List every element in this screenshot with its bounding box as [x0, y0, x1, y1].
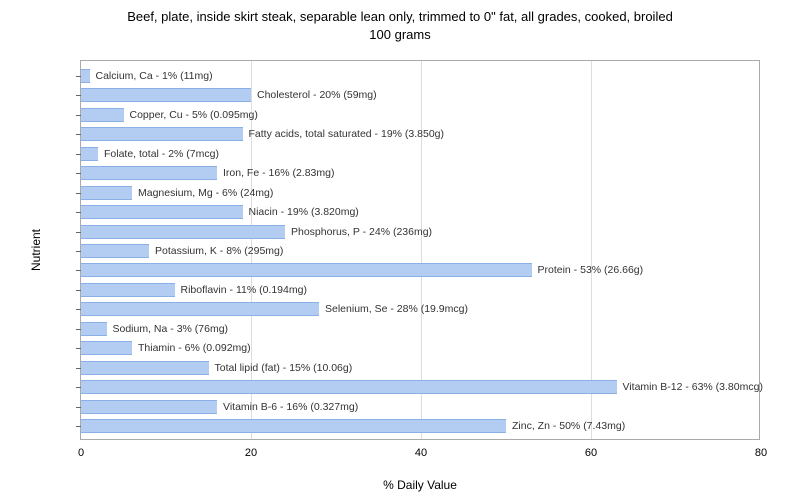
bar-row: Copper, Cu - 5% (0.095mg) [81, 108, 258, 122]
title-line-2: 100 grams [0, 26, 800, 44]
nutrient-label: Vitamin B-6 - 16% (0.327mg) [223, 401, 358, 413]
bar-row: Niacin - 19% (3.820mg) [81, 205, 359, 219]
bar-row: Riboflavin - 11% (0.194mg) [81, 283, 307, 297]
chart-title: Beef, plate, inside skirt steak, separab… [0, 0, 800, 44]
title-line-1: Beef, plate, inside skirt steak, separab… [0, 8, 800, 26]
nutrient-bar [81, 341, 132, 355]
nutrient-bar [81, 108, 124, 122]
bar-row: Vitamin B-6 - 16% (0.327mg) [81, 400, 358, 414]
x-tick-label: 60 [585, 447, 597, 459]
bar-row: Sodium, Na - 3% (76mg) [81, 322, 228, 336]
plot-area: 020406080Calcium, Ca - 1% (11mg)Choleste… [80, 60, 760, 440]
nutrient-label: Cholesterol - 20% (59mg) [257, 89, 377, 101]
nutrient-bar [81, 283, 175, 297]
nutrient-label: Folate, total - 2% (7mcg) [104, 148, 219, 160]
nutrient-bar [81, 263, 532, 277]
nutrient-bar [81, 186, 132, 200]
nutrient-bar [81, 166, 217, 180]
nutrient-label: Magnesium, Mg - 6% (24mg) [138, 187, 273, 199]
bar-row: Vitamin B-12 - 63% (3.80mcg) [81, 380, 763, 394]
nutrient-label: Protein - 53% (26.66g) [538, 264, 644, 276]
bar-row: Cholesterol - 20% (59mg) [81, 88, 377, 102]
nutrient-bar [81, 69, 90, 83]
nutrient-bar [81, 419, 506, 433]
nutrient-label: Copper, Cu - 5% (0.095mg) [130, 109, 258, 121]
bar-row: Protein - 53% (26.66g) [81, 263, 643, 277]
bar-row: Selenium, Se - 28% (19.9mcg) [81, 302, 468, 316]
nutrient-label: Iron, Fe - 16% (2.83mg) [223, 167, 334, 179]
x-tick-label: 40 [415, 447, 427, 459]
x-tick-label: 20 [245, 447, 257, 459]
y-axis-label: Nutrient [29, 229, 43, 271]
nutrient-bar [81, 322, 107, 336]
bar-row: Total lipid (fat) - 15% (10.06g) [81, 361, 352, 375]
nutrient-bar [81, 361, 209, 375]
bar-row: Phosphorus, P - 24% (236mg) [81, 225, 432, 239]
nutrient-label: Vitamin B-12 - 63% (3.80mcg) [623, 381, 763, 393]
bar-row: Thiamin - 6% (0.092mg) [81, 341, 251, 355]
nutrient-bar [81, 244, 149, 258]
nutrient-bar [81, 205, 243, 219]
nutrient-label: Potassium, K - 8% (295mg) [155, 245, 283, 257]
nutrient-label: Sodium, Na - 3% (76mg) [113, 323, 229, 335]
nutrient-label: Fatty acids, total saturated - 19% (3.85… [249, 128, 445, 140]
nutrient-bar [81, 380, 617, 394]
nutrient-label: Niacin - 19% (3.820mg) [249, 206, 359, 218]
bar-row: Magnesium, Mg - 6% (24mg) [81, 186, 273, 200]
bar-row: Calcium, Ca - 1% (11mg) [81, 69, 213, 83]
nutrient-bar [81, 400, 217, 414]
x-tick-label: 0 [78, 447, 84, 459]
nutrient-bar [81, 225, 285, 239]
nutrient-bar [81, 147, 98, 161]
bar-row: Potassium, K - 8% (295mg) [81, 244, 283, 258]
bar-row: Iron, Fe - 16% (2.83mg) [81, 166, 334, 180]
nutrient-label: Calcium, Ca - 1% (11mg) [96, 70, 213, 82]
nutrient-bar [81, 88, 251, 102]
x-tick-label: 80 [755, 447, 767, 459]
nutrient-bar [81, 127, 243, 141]
nutrient-label: Riboflavin - 11% (0.194mg) [181, 284, 307, 296]
nutrient-label: Zinc, Zn - 50% (7.43mg) [512, 420, 625, 432]
nutrient-label: Selenium, Se - 28% (19.9mcg) [325, 303, 468, 315]
bar-row: Fatty acids, total saturated - 19% (3.85… [81, 127, 444, 141]
nutrient-label: Thiamin - 6% (0.092mg) [138, 342, 251, 354]
nutrient-label: Phosphorus, P - 24% (236mg) [291, 226, 432, 238]
chart-container: Beef, plate, inside skirt steak, separab… [0, 0, 800, 500]
nutrient-bar [81, 302, 319, 316]
bar-row: Folate, total - 2% (7mcg) [81, 147, 219, 161]
nutrient-label: Total lipid (fat) - 15% (10.06g) [215, 362, 353, 374]
x-axis-label: % Daily Value [80, 478, 760, 492]
bar-row: Zinc, Zn - 50% (7.43mg) [81, 419, 625, 433]
